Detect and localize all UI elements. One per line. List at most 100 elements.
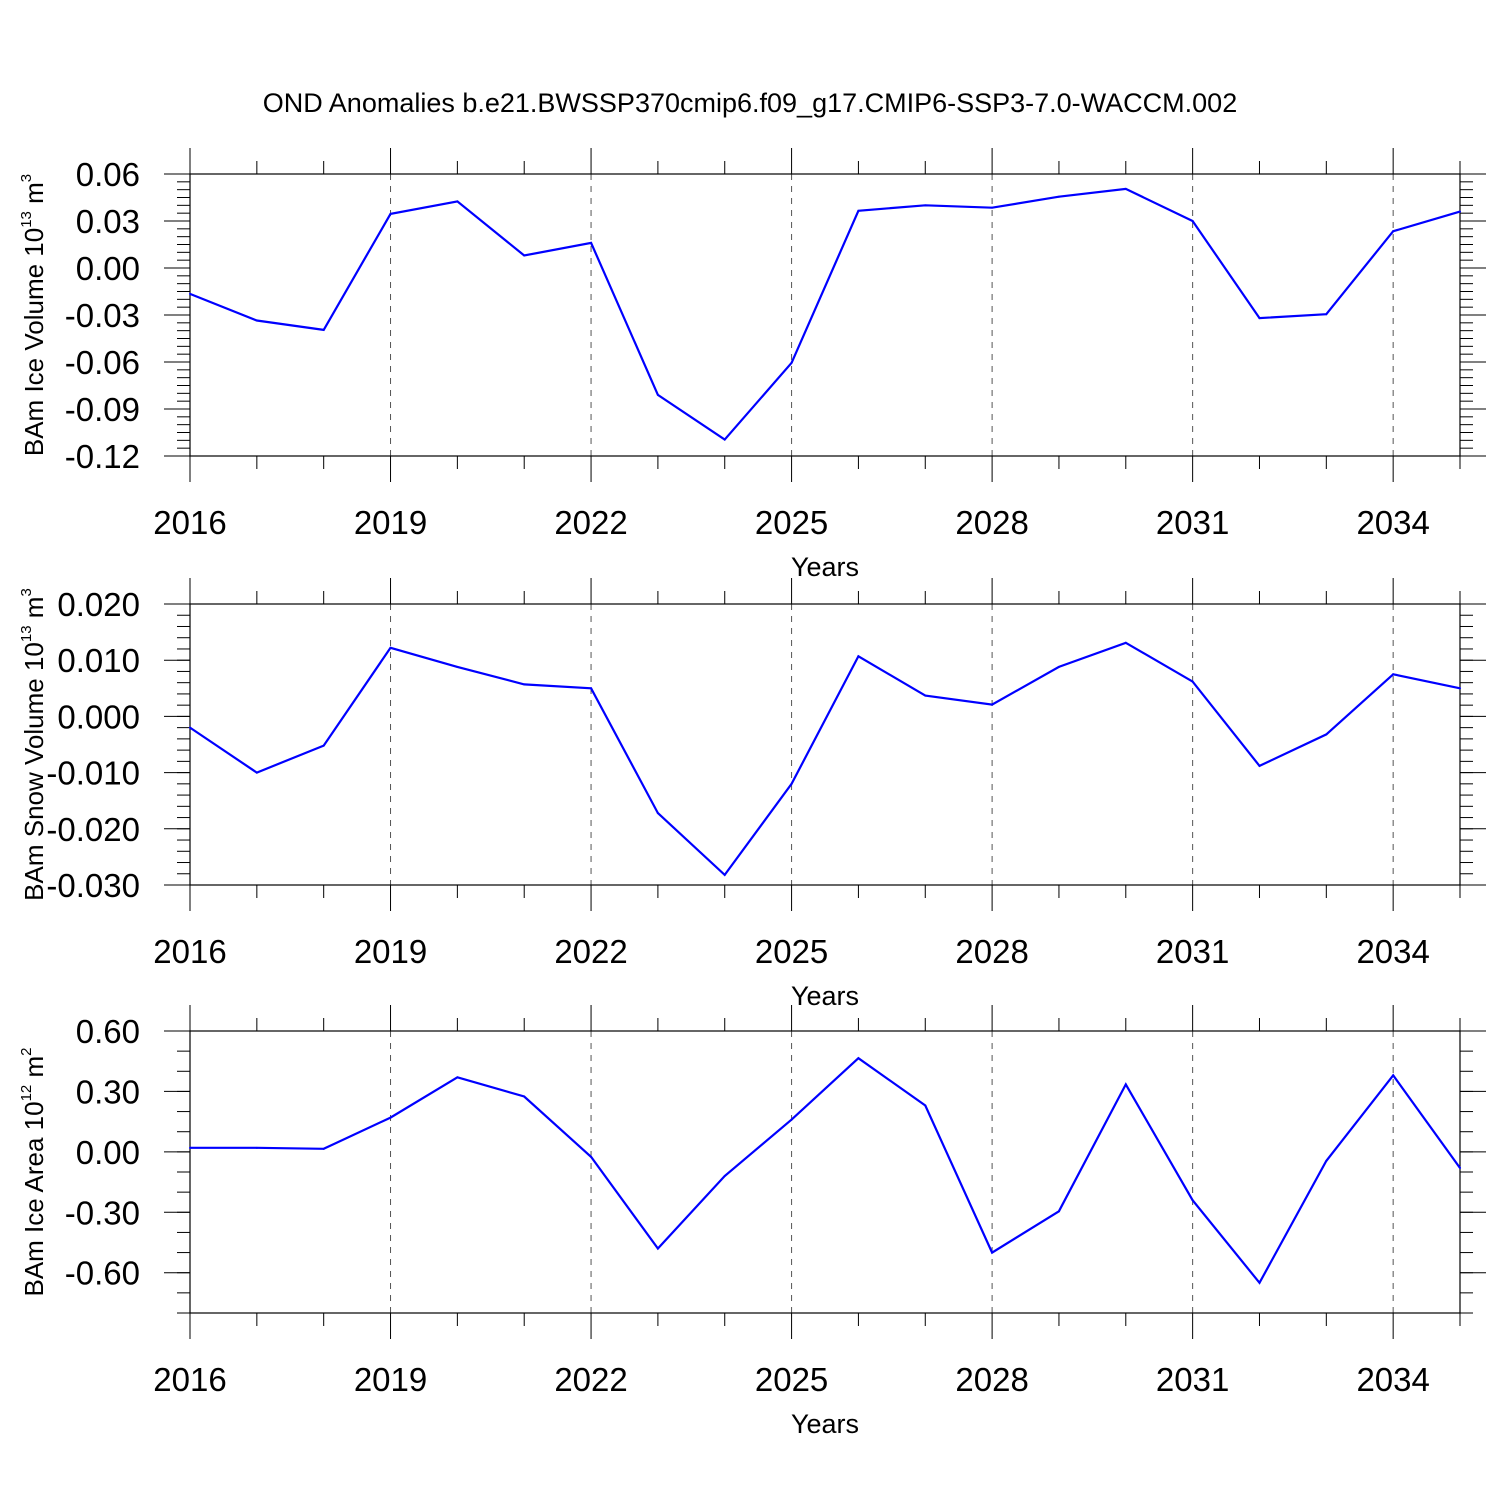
x-tick-label: 2031 [1156, 933, 1229, 970]
y-tick-label: -0.030 [46, 867, 140, 904]
data-point [1124, 641, 1127, 644]
y-axis-label: BAm Ice Volume 1013 m3 [18, 174, 49, 456]
x-tick-label: 2025 [755, 1361, 828, 1398]
data-point [322, 744, 325, 747]
x-tick-label: 2028 [955, 1361, 1028, 1398]
x-axis-label: Years [791, 1409, 859, 1439]
x-tick-label: 2019 [354, 933, 427, 970]
panel-2: 0.020 0.010 0.000 -0.010 -0.020 -0.030 2016 201… [18, 578, 1486, 1011]
data-point [924, 694, 927, 697]
data-point [1325, 313, 1328, 316]
data-point [991, 1251, 994, 1254]
data-point [255, 319, 258, 322]
y-tick-label: -0.09 [65, 391, 140, 428]
data-point [1191, 220, 1194, 222]
data-point [1191, 1199, 1194, 1202]
x-tick-label: 2016 [153, 504, 226, 541]
data-point [456, 1076, 459, 1079]
data-point [656, 1247, 659, 1250]
data-point [723, 873, 726, 876]
series-line [189, 641, 1461, 877]
y-tick-label: 0.06 [76, 156, 140, 193]
data-point [590, 1155, 593, 1158]
y-tick-label: -0.60 [65, 1255, 140, 1292]
data-point [189, 1146, 191, 1149]
data-point [1392, 673, 1395, 676]
data-point [790, 361, 793, 364]
data-point [656, 812, 659, 815]
data-point [857, 1057, 860, 1060]
x-tick-label: 2031 [1156, 504, 1229, 541]
y-tick-label: 0.00 [76, 1134, 140, 1171]
x-axis-label: Years [791, 552, 859, 582]
data-point [1191, 680, 1194, 683]
data-point [255, 1146, 258, 1149]
x-tick-label: 2016 [153, 933, 226, 970]
data-point [389, 1116, 392, 1119]
y-tick-label: 0.03 [76, 203, 140, 240]
figure-title: OND Anomalies b.e21.BWSSP370cmip6.f09_g1… [263, 88, 1237, 118]
data-point [1459, 210, 1461, 213]
data-point [1459, 1166, 1461, 1169]
y-tick-label: 0.010 [57, 642, 140, 679]
x-tick-label: 2025 [755, 504, 828, 541]
data-point [924, 204, 927, 207]
y-tick-label: -0.30 [65, 1194, 140, 1231]
x-tick-label: 2031 [1156, 1361, 1229, 1398]
data-point [1057, 195, 1060, 198]
data-point [790, 782, 793, 785]
x-tick-label: 2022 [554, 1361, 627, 1398]
data-point [255, 771, 258, 774]
data-point [456, 200, 459, 203]
y-tick-label: -0.03 [65, 297, 140, 334]
y-axis-label: BAm Snow Volume 1013 m3 [18, 588, 49, 901]
data-point [322, 1147, 325, 1150]
x-tick-label: 2016 [153, 1361, 226, 1398]
x-tick-label: 2025 [755, 933, 828, 970]
data-point [1325, 733, 1328, 736]
data-point [1258, 317, 1261, 320]
data-point [790, 1118, 793, 1121]
data-point [723, 1175, 726, 1178]
data-point [991, 703, 994, 706]
data-point [924, 1104, 927, 1107]
data-point [1392, 230, 1395, 233]
data-point [389, 646, 392, 649]
data-point [389, 212, 392, 215]
y-tick-label: -0.06 [65, 344, 140, 381]
x-tick-label: 2028 [955, 933, 1028, 970]
data-point [523, 1095, 526, 1098]
y-axis-label: BAm Ice Area 1012 m2 [18, 1047, 49, 1296]
series-line [189, 187, 1461, 442]
data-point [1392, 1074, 1395, 1077]
data-point [189, 292, 191, 295]
data-point [723, 438, 726, 441]
plot-frame [189, 1030, 1461, 1314]
x-tick-label: 2028 [955, 504, 1028, 541]
panel-3: 0.60 0.30 0.00 -0.30 -0.60 2016 2019 2022 2025 20… [18, 1005, 1486, 1439]
data-point [1124, 1083, 1127, 1086]
x-tick-label: 2022 [554, 504, 627, 541]
data-point [991, 206, 994, 209]
data-point [1124, 187, 1127, 190]
y-tick-label: 0.000 [57, 698, 140, 735]
data-point [590, 241, 593, 244]
data-point [1057, 1210, 1060, 1213]
data-point [1325, 1159, 1328, 1162]
data-point [322, 328, 325, 331]
x-tick-label: 2022 [554, 933, 627, 970]
data-point [590, 687, 593, 690]
x-tick-label: 2034 [1356, 504, 1429, 541]
data-point [189, 726, 191, 729]
data-point [857, 655, 860, 658]
y-tick-label: -0.010 [46, 755, 140, 792]
data-point [1459, 687, 1461, 690]
chart-panels: 0.06 0.03 0.00 -0.03 -0.06 -0.09 -0.12 2016 2019… [18, 148, 1486, 1439]
series-line [190, 1056, 1461, 1285]
data-point [523, 683, 526, 686]
plot-frame [189, 173, 1461, 457]
x-tick-label: 2034 [1356, 1361, 1429, 1398]
x-tick-label: 2034 [1356, 933, 1429, 970]
y-tick-label: -0.12 [65, 438, 140, 475]
